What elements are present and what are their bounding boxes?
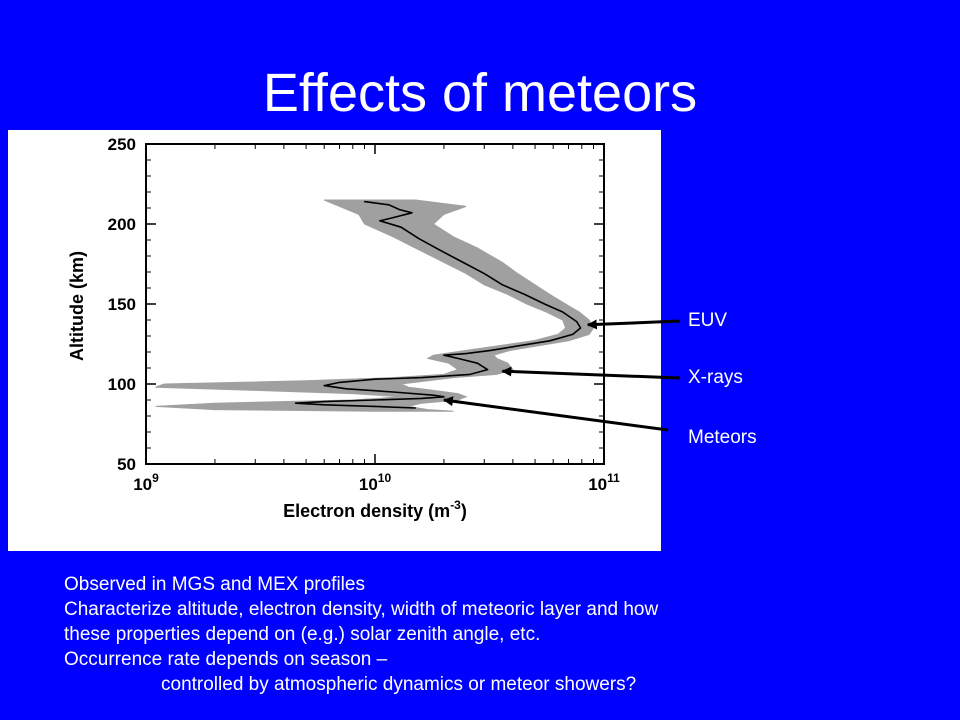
data-point	[543, 303, 546, 305]
annotation-label-euv: EUV	[688, 310, 728, 331]
data-point	[438, 249, 440, 251]
data-point	[323, 401, 325, 403]
data-point	[417, 237, 420, 239]
y-tick-label: 100	[108, 375, 136, 394]
data-point	[572, 333, 574, 335]
data-point	[374, 399, 376, 401]
data-point	[465, 263, 467, 265]
chart-figure: 50 100 150 200 250 109 1010 1011 Electron densi…	[8, 130, 661, 551]
annotation-label-x-rays: X-rays	[688, 367, 743, 388]
note-line: Characterize altitude, electron density,…	[64, 599, 659, 620]
data-point	[562, 311, 564, 313]
data-point	[363, 201, 366, 203]
y-tick-label: 250	[108, 135, 136, 154]
data-point	[392, 217, 394, 219]
data-point	[338, 381, 341, 383]
data-point	[414, 407, 416, 409]
data-point	[549, 340, 551, 342]
y-tick-label: 200	[108, 215, 136, 234]
x-tick-label: 1010	[359, 471, 392, 494]
notes-list: Observed in MGS and MEX profiles Charact…	[64, 572, 944, 697]
data-point	[576, 321, 578, 323]
data-point	[398, 209, 401, 211]
note-line: Observed in MGS and MEX profiles	[64, 574, 365, 595]
annotation-label-meteors: Meteors	[688, 427, 757, 448]
data-point	[443, 396, 445, 398]
mean-profile-line	[294, 200, 582, 409]
data-point	[465, 353, 467, 355]
data-point	[483, 273, 485, 275]
data-point	[523, 293, 526, 295]
plot-layer	[155, 199, 595, 412]
axis-layer: 50 100 150 200 250 109 1010 1011	[108, 135, 621, 494]
data-point	[411, 212, 413, 214]
x-tick-label: 1011	[588, 471, 620, 494]
data-point	[388, 204, 390, 206]
y-tick-label: 50	[117, 455, 136, 474]
data-point	[519, 345, 521, 347]
y-axis-title: Altitude (km)	[67, 251, 87, 361]
data-point	[379, 220, 381, 222]
note-line: Occurrence rate depends on season –	[64, 649, 388, 670]
data-point	[421, 377, 423, 379]
data-point	[392, 391, 394, 393]
chart-svg: 50 100 150 200 250 109 1010 1011 Electron densi…	[67, 135, 621, 521]
data-point	[579, 327, 582, 329]
data-point	[486, 369, 489, 371]
data-point	[400, 226, 402, 228]
data-point	[501, 284, 503, 286]
data-point	[323, 385, 325, 387]
x-axis-title: Electron density (m-3)	[283, 498, 467, 521]
note-line: these properties depend on (e.g.) solar …	[64, 624, 541, 645]
data-point	[323, 404, 325, 406]
data-point	[443, 354, 445, 356]
slide-title: Effects of meteors	[262, 63, 698, 123]
data-point	[432, 394, 435, 396]
data-point	[421, 397, 423, 399]
data-point	[374, 405, 376, 407]
note-line: controlled by atmospheric dynamics or me…	[161, 674, 637, 695]
data-point	[345, 388, 347, 390]
data-point	[476, 362, 478, 364]
data-point	[490, 349, 492, 351]
data-point	[294, 402, 297, 404]
x-tick-label: 109	[133, 471, 159, 494]
data-point	[457, 357, 459, 359]
data-point	[374, 378, 376, 380]
data-point	[469, 373, 471, 375]
variability-band	[155, 199, 595, 412]
y-tick-label: 150	[108, 295, 136, 314]
